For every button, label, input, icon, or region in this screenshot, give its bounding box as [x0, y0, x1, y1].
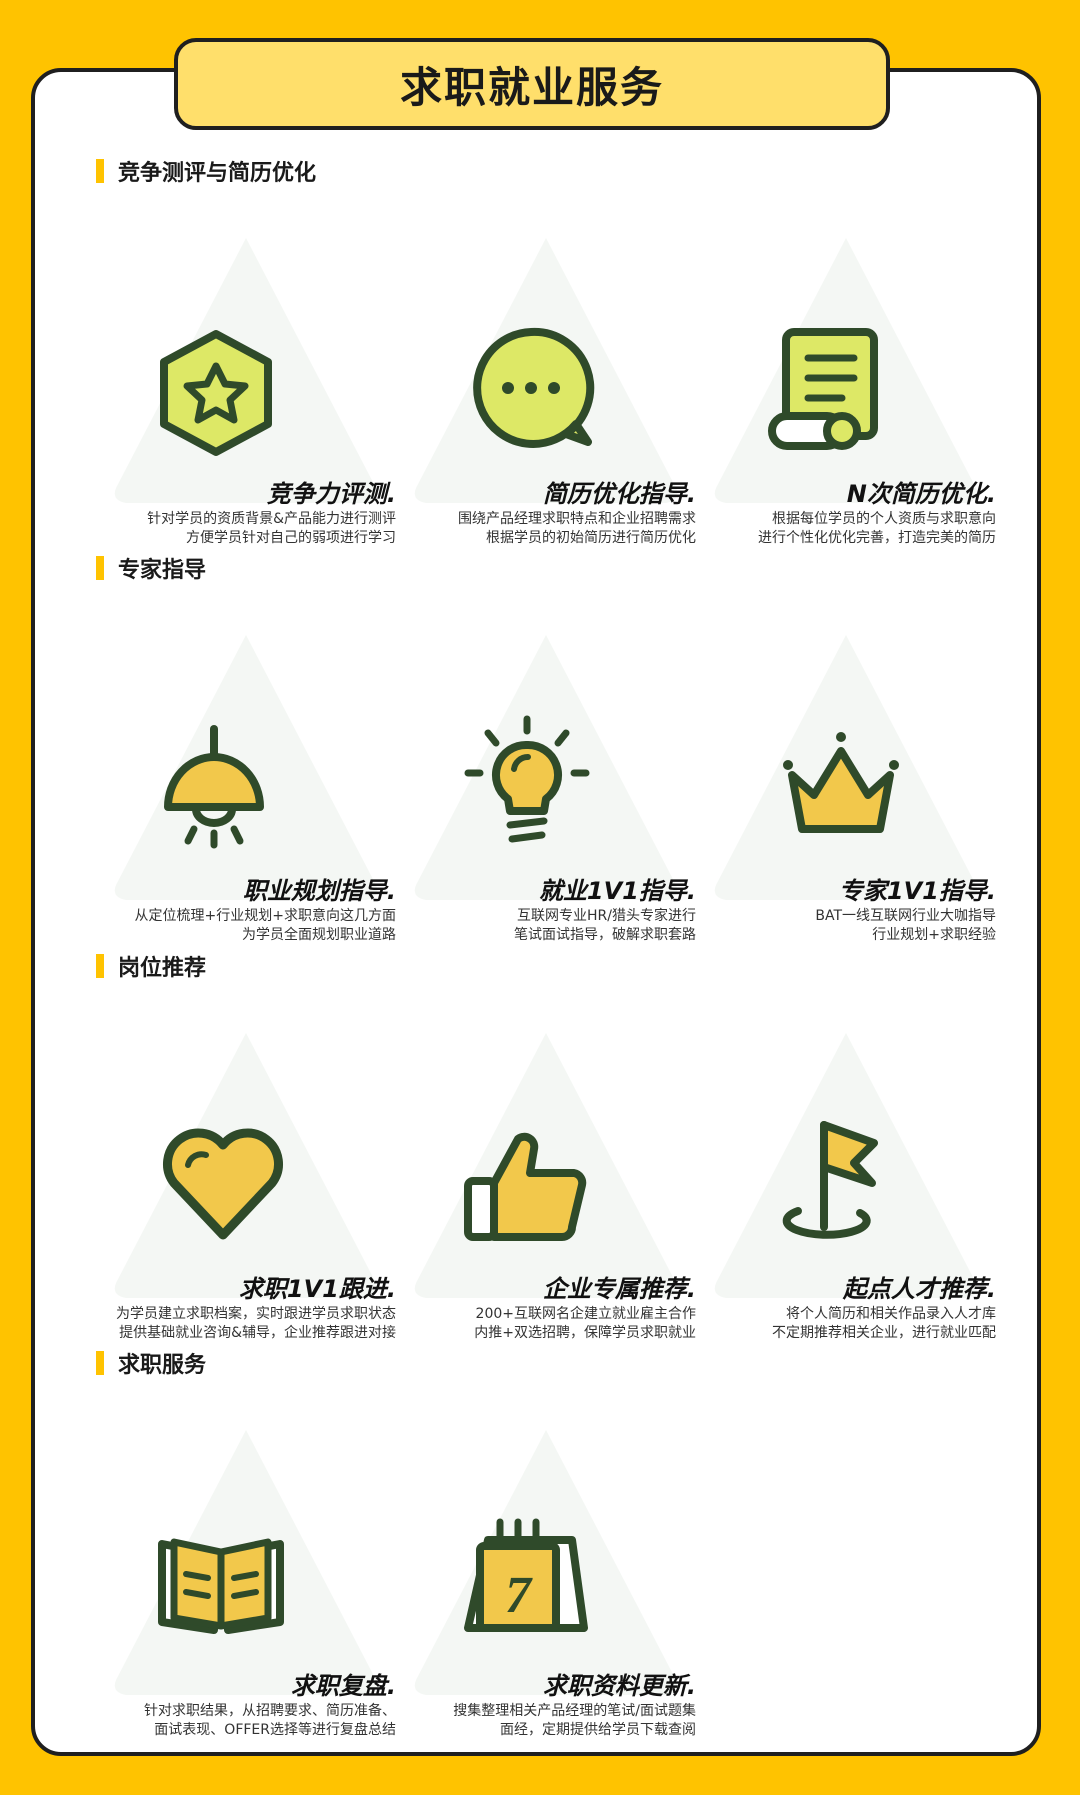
item-title: N次简历优化. [846, 480, 996, 508]
star-badge-icon [160, 330, 272, 456]
item-title: 简历优化指导. [542, 480, 696, 508]
item-description: 200+互联网名企建立就业雇主合作 内推+双选招聘，保障学员求职就业 [474, 1306, 696, 1341]
service-item-resume-optimization[interactable]: N次简历优化. 根据每位学员的个人资质与求职意向 进行个性化优化完善，打造完美的简… [696, 218, 996, 548]
service-item-resume-guidance[interactable]: 简历优化指导. 围绕产品经理求职特点和企业招聘需求 根据学员的初始简历进行简历优化 [396, 218, 696, 548]
section-marker [96, 1351, 104, 1375]
item-description: BAT一线互联网行业大咖指导 行业规划+求职经验 [815, 908, 996, 943]
page-title-tab: 求职就业服务 [174, 38, 890, 130]
section-header: 求职服务 [96, 1348, 996, 1378]
item-title: 专家1V1指导. [838, 877, 996, 905]
service-item-expert-1v1[interactable]: 专家1V1指导. BAT一线互联网行业大咖指导 行业规划+求职经验 [696, 615, 996, 945]
service-item-employment-1v1[interactable]: 就业1V1指导. 互联网专业HR/猎头专家进行 笔试面试指导，破解求职套路 [396, 615, 696, 945]
service-item-materials-update[interactable]: 7 求职资料更新. 搜集整理相关产品经理的笔试/面试题集 面经，定期提供给学员下载… [396, 1410, 696, 1740]
section-competition-resume: 竞争测评与简历优化 竞争力评测. 针对学员的资质背景&产品能力进行测评 方便学员针… [96, 156, 996, 548]
service-item-job-followup[interactable]: 求职1V1跟进. 为学员建立求职档案，实时跟进学员求职状态 提供基础就业咨询&辅导… [96, 1013, 396, 1343]
flag-icon [782, 1121, 878, 1239]
service-item-career-planning[interactable]: 职业规划指导. 从定位梳理+行业规划+求职意向这几方面 为学员全面规划职业道路 [96, 615, 396, 945]
calendar-icon: 7 [464, 1518, 588, 1632]
item-title: 求职复盘. [290, 1672, 396, 1700]
service-item-job-review[interactable]: 求职复盘. 针对求职结果，从招聘要求、简历准备、 面试表现、OFFER选择等进行复… [96, 1410, 396, 1740]
section-header: 岗位推荐 [96, 951, 996, 981]
section-header: 专家指导 [96, 553, 996, 583]
section-expert-guidance: 专家指导 职业规划指导. 从定位梳理+行业规划+求职意向这几方面 为学员全面规划职… [96, 553, 996, 945]
item-title: 求职1V1跟进. [238, 1275, 396, 1303]
section-title: 竞争测评与简历优化 [118, 161, 317, 186]
item-title: 竞争力评测. [266, 480, 396, 508]
section-title: 专家指导 [118, 558, 207, 583]
item-description: 围绕产品经理求职特点和企业招聘需求 根据学员的初始简历进行简历优化 [458, 511, 696, 546]
item-description: 为学员建立求职档案，实时跟进学员求职状态 提供基础就业咨询&辅导，企业推荐跟进对接 [116, 1306, 396, 1341]
item-description: 互联网专业HR/猎头专家进行 笔试面试指导，破解求职套路 [514, 908, 696, 943]
item-description: 根据每位学员的个人资质与求职意向 进行个性化优化完善，打造完美的简历 [758, 511, 996, 546]
section-job-recommendation: 岗位推荐 求职1V1跟进. 为学员建立求职档案，实时跟进学员求职状态 提供基础就业… [96, 951, 996, 1343]
lamp-icon [164, 725, 264, 849]
item-title: 就业1V1指导. [538, 877, 696, 905]
item-description: 针对求职结果，从招聘要求、简历准备、 面试表现、OFFER选择等进行复盘总结 [144, 1703, 396, 1738]
section-marker [96, 556, 104, 580]
section-marker [96, 159, 104, 183]
section-title: 求职服务 [118, 1353, 207, 1378]
item-description: 针对学员的资质背景&产品能力进行测评 方便学员针对自己的弱项进行学习 [147, 511, 396, 546]
open-book-icon [158, 1538, 284, 1634]
item-description: 搜集整理相关产品经理的笔试/面试题集 面经，定期提供给学员下载查阅 [453, 1703, 696, 1738]
page-title: 求职就业服务 [399, 62, 664, 112]
service-item-competition-test[interactable]: 竞争力评测. 针对学员的资质背景&产品能力进行测评 方便学员针对自己的弱项进行学习 [96, 218, 396, 548]
lightbulb-icon [464, 715, 590, 843]
svg-text:7: 7 [505, 1567, 533, 1624]
thumbs-up-icon [464, 1132, 587, 1241]
service-item-enterprise-recommendation[interactable]: 企业专属推荐. 200+互联网名企建立就业雇主合作 内推+双选招聘，保障学员求职就… [396, 1013, 696, 1343]
item-description: 从定位梳理+行业规划+求职意向这几方面 为学员全面规划职业道路 [134, 908, 396, 943]
heart-icon [163, 1128, 283, 1240]
scroll-document-icon [768, 328, 878, 450]
section-marker [96, 954, 104, 978]
item-description: 将个人简历和相关作品录入人才库 不定期推荐相关企业，进行就业匹配 [772, 1306, 996, 1341]
chat-bubble-icon [473, 327, 595, 448]
section-header: 竞争测评与简历优化 [96, 156, 996, 186]
item-title: 企业专属推荐. [542, 1275, 696, 1303]
section-job-service: 求职服务 求职复盘. 针对求职结果，从招聘要求、简历准备、 面试表现、OFFER选… [96, 1348, 996, 1740]
item-title: 起点人才推荐. [842, 1275, 996, 1303]
item-title: 求职资料更新. [542, 1672, 696, 1700]
crown-icon [783, 732, 899, 833]
service-item-talent-recommendation[interactable]: 起点人才推荐. 将个人简历和相关作品录入人才库 不定期推荐相关企业，进行就业匹配 [696, 1013, 996, 1343]
item-title: 职业规划指导. [242, 877, 396, 905]
section-title: 岗位推荐 [118, 956, 207, 981]
